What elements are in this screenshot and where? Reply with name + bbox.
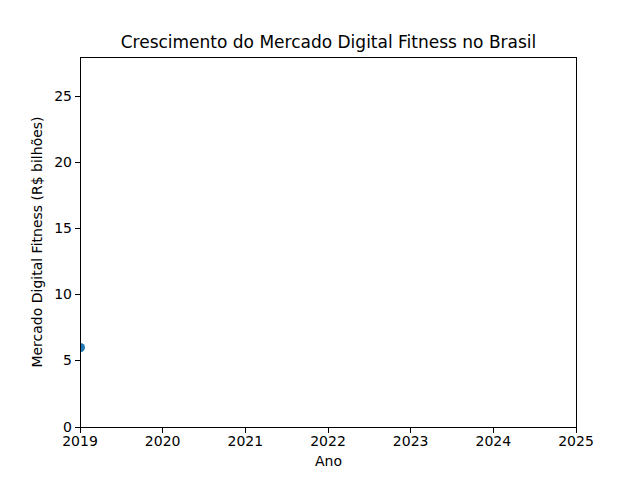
chart-title: Crescimento do Mercado Digital Fitness n…	[80, 33, 577, 52]
y-tick-label: 15	[12, 220, 72, 237]
y-tick-label: 25	[12, 88, 72, 105]
y-tick-label: 20	[12, 154, 72, 171]
y-tick-mark	[75, 96, 80, 97]
x-tick-label: 2020	[145, 433, 181, 450]
x-axis-label: Ano	[80, 453, 577, 470]
y-tick-label: 5	[12, 352, 72, 369]
y-tick-label: 10	[12, 286, 72, 303]
x-tick-label: 2023	[393, 433, 429, 450]
x-tick-label: 2021	[228, 433, 264, 450]
y-tick-mark	[75, 294, 80, 295]
x-tick-label: 2019	[62, 433, 98, 450]
data-point	[80, 343, 85, 352]
x-tick-label: 2022	[310, 433, 346, 450]
chart-figure: Crescimento do Mercado Digital Fitness n…	[0, 0, 640, 480]
plot-area	[80, 57, 577, 428]
x-tick-label: 2025	[558, 433, 594, 450]
y-tick-label: 0	[12, 419, 72, 436]
y-tick-mark	[75, 360, 80, 361]
x-tick-label: 2024	[476, 433, 512, 450]
y-tick-mark	[75, 228, 80, 229]
y-tick-mark	[75, 162, 80, 163]
y-tick-mark	[75, 427, 80, 428]
